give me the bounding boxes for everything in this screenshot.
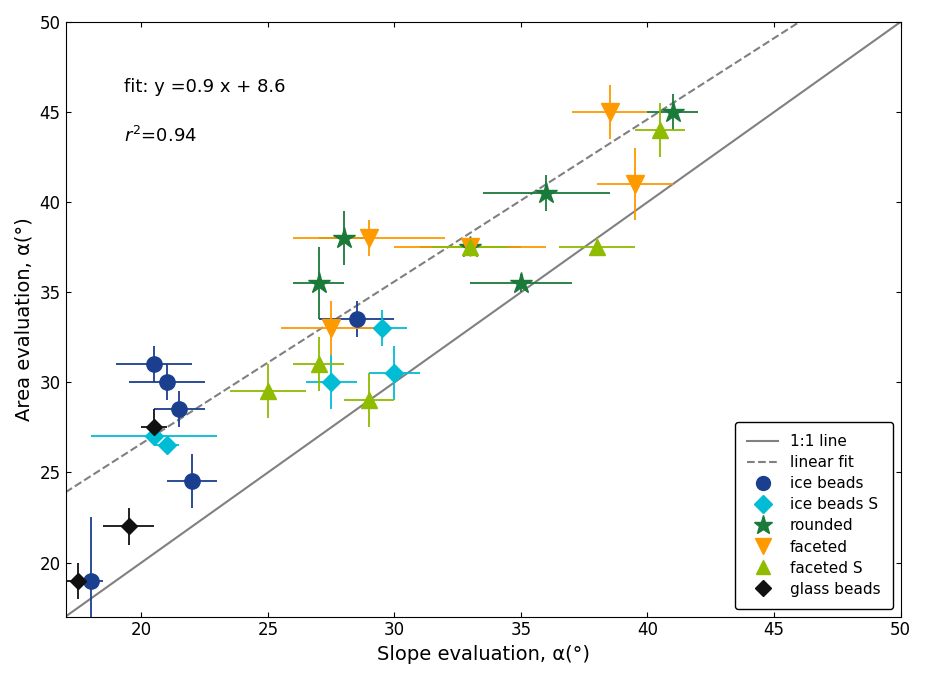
- X-axis label: Slope evaluation, α(°): Slope evaluation, α(°): [377, 645, 590, 664]
- Text: $r^2$=0.94: $r^2$=0.94: [124, 126, 197, 146]
- Legend: 1:1 line, linear fit, ice beads, ice beads S, rounded, faceted, faceted S, glass: 1:1 line, linear fit, ice beads, ice bea…: [735, 422, 893, 609]
- Y-axis label: Area evaluation, α(°): Area evaluation, α(°): [15, 217, 34, 421]
- Text: fit: y =0.9 x + 8.6: fit: y =0.9 x + 8.6: [124, 79, 285, 96]
